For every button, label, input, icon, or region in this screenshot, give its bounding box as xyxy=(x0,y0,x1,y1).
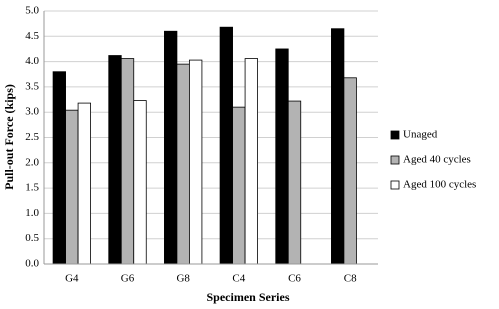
legend-swatch xyxy=(390,130,400,140)
bar xyxy=(219,26,233,265)
bar xyxy=(244,58,258,265)
bar xyxy=(108,55,122,265)
bar xyxy=(77,102,91,265)
y-tick-label: 5.0 xyxy=(25,5,39,17)
x-tick-label: C6 xyxy=(288,273,301,285)
y-tick-label: 1.0 xyxy=(25,207,39,219)
y-tick-label: 3.5 xyxy=(25,80,39,92)
bar xyxy=(52,71,66,265)
x-tick-label: C4 xyxy=(232,273,245,285)
legend-label: Aged 100 cycles xyxy=(403,179,476,191)
bar xyxy=(176,63,190,265)
x-axis-label: Specimen Series xyxy=(207,290,290,304)
bar xyxy=(120,58,135,265)
y-tick-label: 0.5 xyxy=(25,232,39,244)
y-tick-label: 2.0 xyxy=(25,156,39,168)
x-tick-label: C8 xyxy=(344,273,357,285)
x-tick-label: G6 xyxy=(121,273,135,285)
x-tick-label: G4 xyxy=(65,273,79,285)
y-tick-label: 4.5 xyxy=(25,30,39,42)
y-tick-label: 2.5 xyxy=(25,131,39,143)
y-tick-label: 0.0 xyxy=(25,258,39,270)
x-tick-label: G8 xyxy=(176,273,190,285)
bar xyxy=(133,100,147,265)
legend-swatch xyxy=(390,155,400,165)
legend-label: Unaged xyxy=(403,129,438,141)
bar xyxy=(189,59,203,265)
bar xyxy=(65,109,79,265)
y-axis-label: Pull-out Force (kips) xyxy=(2,84,16,190)
legend-label: Aged 40 cycles xyxy=(403,154,471,166)
y-tick-label: 4.0 xyxy=(25,55,39,67)
bar xyxy=(164,30,178,265)
bar xyxy=(232,106,246,265)
y-tick-label: 3.0 xyxy=(25,106,39,118)
bar xyxy=(331,28,345,265)
bar xyxy=(287,100,302,265)
bar xyxy=(343,77,357,265)
y-tick-label: 1.5 xyxy=(25,182,39,194)
bar xyxy=(275,48,289,265)
legend-swatch xyxy=(390,180,400,190)
